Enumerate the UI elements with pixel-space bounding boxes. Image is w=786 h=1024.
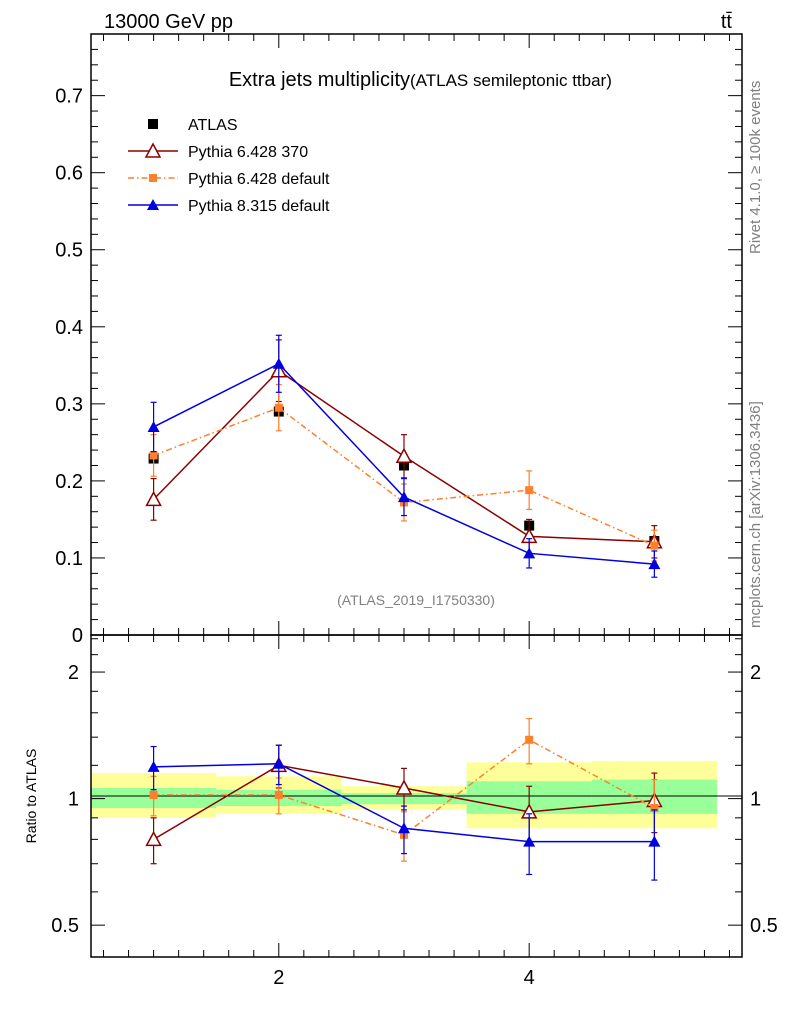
legend-marker (144, 142, 162, 158)
analysis-watermark: (ATLAS_2019_I1750330) (337, 592, 495, 608)
data-point (397, 491, 410, 503)
rivet-label: Rivet 4.1.0, ≥ 100k events (747, 81, 764, 254)
y-tick-label: 0.4 (55, 317, 83, 339)
ratio-point (272, 757, 285, 769)
legend-marker (149, 174, 157, 182)
data-point (650, 541, 659, 550)
data-point (523, 547, 536, 559)
ratio-series-pythia-8-315-default (147, 744, 661, 881)
header-process: tt̄ (721, 11, 733, 33)
y-tick-label: 0.7 (55, 86, 83, 108)
ratio-point (274, 790, 283, 799)
ratio-point (523, 835, 536, 847)
data-point (149, 451, 158, 460)
main-panel: 0 0.1 0.2 0.3 0.4 0.5 0.6 0.7 Extra jets multip… (55, 33, 743, 647)
data-point (648, 558, 661, 570)
y-tick-label: 0.5 (55, 240, 83, 262)
header-energy: 13000 GeV pp (104, 11, 233, 33)
ratio-y-tick-label-left: 0.5 (51, 915, 79, 937)
ratio-y-tick-label-right: 1 (750, 789, 761, 811)
data-point (525, 486, 534, 495)
ratio-axes: 0.5 0.5 1 1 2 2 2 4 (51, 635, 778, 989)
y-tick-label: 0.2 (55, 471, 83, 493)
main-series (145, 334, 663, 578)
legend-marker (147, 199, 159, 210)
legend-item: Pythia 8.315 default (128, 198, 330, 215)
ratio-point (147, 760, 160, 772)
ratio-series (145, 717, 663, 881)
legend-label: Pythia 6.428 default (188, 171, 330, 188)
data-point (147, 420, 160, 432)
x-tick-label: 2 (273, 967, 284, 989)
ratio-y-tick-label-left: 1 (68, 789, 79, 811)
ratio-point (525, 735, 534, 744)
ratio-y-tick-label-right: 0.5 (750, 915, 778, 937)
y-tick-label: 0.3 (55, 394, 83, 416)
ratio-point (145, 830, 162, 847)
legend-marker (148, 119, 158, 129)
ratio-frame (90, 634, 743, 958)
legend-label: Pythia 6.428 370 (188, 144, 308, 161)
data-point (145, 490, 162, 507)
legend: ATLAS Pythia 6.428 370 Pythia 6.428 defaul… (128, 117, 330, 215)
series-pythia-6-428-370 (145, 339, 663, 559)
ratio-panel: 0.5 0.5 1 1 2 2 2 4 Ratio to ATLAS (23, 634, 778, 989)
ratio-y-tick-label-right: 2 (750, 662, 761, 684)
legend-item: Pythia 6.428 default (128, 171, 330, 188)
ratio-point (395, 779, 413, 795)
ratio-y-tick-label-left: 2 (68, 662, 79, 684)
main-subtitle: (ATLAS semileptonic ttbar) (410, 71, 612, 90)
ratio-ylabel: Ratio to ATLAS (23, 749, 39, 844)
mcplots-label: mcplots.cern.ch [arXiv:1306.3436] (747, 401, 764, 628)
data-point (272, 357, 285, 369)
legend-item: ATLAS (148, 117, 238, 134)
y-tick-label: 0.1 (55, 548, 83, 570)
main-axes: 0 0.1 0.2 0.3 0.4 0.5 0.6 0.7 (55, 33, 742, 647)
legend-label: ATLAS (188, 117, 238, 134)
y-tick-label: 0 (72, 625, 83, 647)
legend-label: Pythia 8.315 default (188, 198, 330, 215)
x-tick-label: 4 (524, 967, 535, 989)
data-point (395, 447, 413, 463)
ratio-point (397, 822, 410, 834)
y-tick-label: 0.6 (55, 163, 83, 185)
series-line (153, 406, 655, 547)
main-title: Extra jets multiplicity (229, 69, 410, 91)
ratio-point (149, 790, 158, 799)
series-pythia-8-315-default (147, 334, 661, 578)
data-point (274, 403, 283, 412)
legend-item: Pythia 6.428 370 (128, 142, 308, 161)
ratio-point (650, 803, 659, 812)
ratio-point (648, 835, 661, 847)
